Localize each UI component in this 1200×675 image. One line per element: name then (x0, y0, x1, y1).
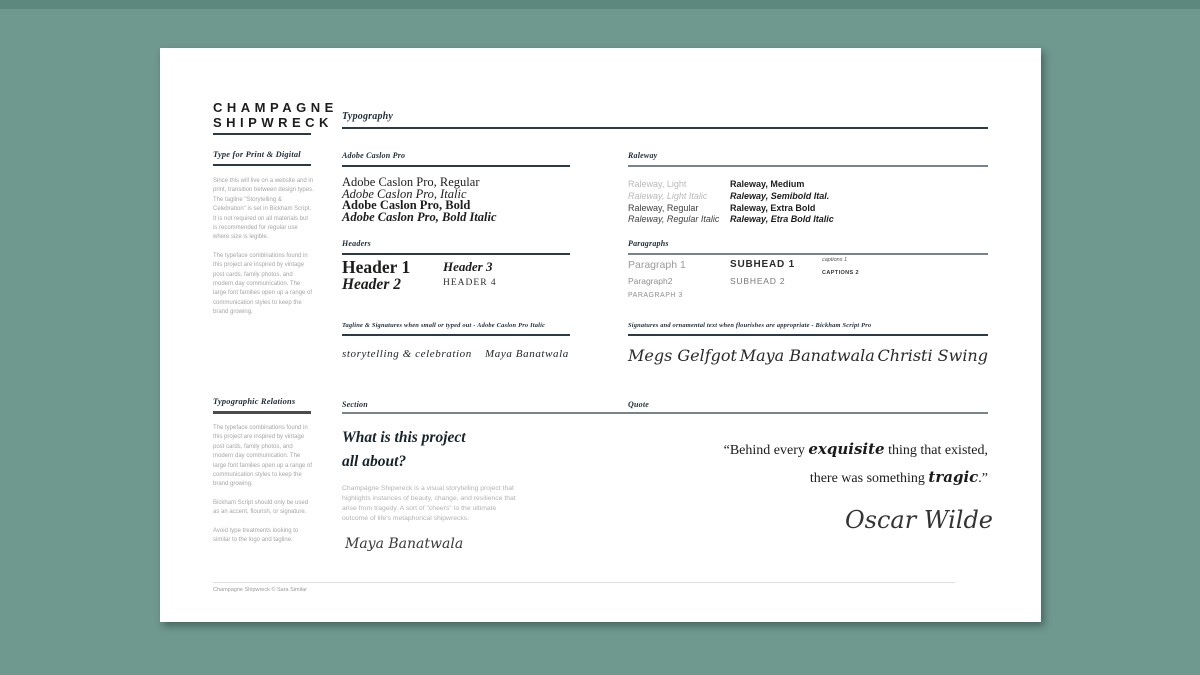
page-title: Typography (342, 111, 394, 122)
section-title-typographic-relations: Typographic Relations (213, 397, 296, 406)
logo: CHAMPAGNE SHIPWRECK (213, 100, 338, 130)
header2-sample: Header 2 (342, 276, 401, 293)
quote-attribution: Oscar Wilde (845, 506, 994, 534)
section-heading-line-2: all about? (342, 453, 407, 470)
section-heading: What is this project all about? (342, 426, 466, 474)
relations-para-2: Bickham Script should only be used as an… (213, 499, 309, 516)
caslon-specimen-bold-italic: Adobe Caslon Pro, Bold Italic (342, 210, 497, 225)
section-title-type-for-print-digital: Type for Print & Digital (213, 150, 301, 159)
logo-underline (213, 133, 311, 135)
caslon-rule (342, 165, 570, 167)
signature-megs-gelfgot: Megs Gelfgot (628, 346, 737, 365)
script-signatures-row: Megs Gelfgot Maya Banatwala Christi Swin… (628, 346, 988, 365)
paragraphs-rule (628, 253, 988, 255)
quote-line-2: there was something tragic.” (809, 468, 988, 486)
quote-word-tragic: tragic (928, 468, 979, 486)
footer-credit: Champagne Shipwreck © Sara Similar (213, 587, 307, 593)
signature-maya-banatwala: Maya Banatwala (739, 346, 875, 365)
section-title-paragraphs: Paragraphs (628, 239, 669, 248)
section-title-tagline-signatures: Tagline & Signatures when small or typed… (342, 322, 546, 329)
section-title-raleway: Raleway (628, 151, 658, 160)
raleway-specimen-regular: Raleway, Regular (628, 202, 699, 213)
captions1-sample: captions 1 (822, 257, 848, 263)
logo-line-2: SHIPWRECK (213, 115, 333, 130)
quote-line-1: “Behind every exquisite thing that exist… (723, 440, 988, 458)
header4-sample: HEADER 4 (443, 278, 497, 288)
captions2-sample: CAPTIONS 2 (822, 270, 860, 276)
section-title-adobe-caslon-pro: Adobe Caslon Pro (342, 151, 406, 160)
paragraph1-sample: Paragraph 1 (628, 259, 686, 271)
section-quote-rule (342, 412, 988, 414)
type-for-print-rule (213, 164, 311, 166)
section-label: Section (342, 400, 368, 409)
type-for-print-body: Since this will live on a website and in… (213, 177, 314, 318)
raleway-specimen-regular-italic: Raleway, Regular Italic (628, 214, 720, 225)
headers-rule (342, 253, 570, 255)
tagline-rule (342, 334, 570, 336)
raleway-specimen-semibold-italic: Raleway, Semibold Ital. (730, 190, 830, 201)
caslon-specimen-bold: Adobe Caslon Pro, Bold (342, 198, 471, 213)
tagline-sample: storytelling & celebration (342, 348, 472, 360)
raleway-specimen-light: Raleway, Light (628, 179, 687, 189)
raleway-rule (628, 165, 988, 167)
quote-label: Quote (628, 400, 649, 409)
caslon-specimen-italic: Adobe Caslon Pro, Italic (342, 186, 467, 201)
logo-line-1: CHAMPAGNE (213, 100, 338, 115)
signature-christi-swing: Christi Swing (877, 346, 988, 365)
caslon-specimen-regular: Adobe Caslon Pro, Regular (342, 175, 480, 189)
section-title-ornamental-signatures: Signatures and ornamental text when flou… (628, 322, 872, 329)
quote-block: “Behind every exquisite thing that exist… (628, 440, 988, 487)
paragraph2-sample: Paragraph2 (628, 276, 673, 286)
quote-word-exquisite: exquisite (808, 440, 885, 458)
typed-signature-sample: Maya Banatwala (485, 348, 569, 360)
header3-sample: Header 3 (443, 259, 493, 274)
raleway-specimens-col1: Raleway, Light Raleway, Light Italic Ral… (628, 179, 719, 226)
background-top-strip (0, 0, 1200, 9)
caslon-specimens: Adobe Caslon Pro, Regular Adobe Caslon P… (342, 175, 497, 225)
subhead1-sample: SUBHEAD 1 (730, 259, 795, 270)
brand-guide-page: CHAMPAGNE SHIPWRECK Typography Type for … (160, 48, 1041, 622)
type-for-print-para-2: The typeface combinations found in this … (213, 252, 313, 316)
header1-sample: Header 1 (342, 257, 411, 277)
relations-para-3: Avoid type treatments looking to similar… (213, 527, 299, 544)
type-for-print-para-1: Since this will live on a website and in… (213, 178, 314, 241)
typographic-relations-body: The typeface combinations found in this … (213, 424, 314, 545)
paragraph3-sample: PARAGRAPH 3 (628, 292, 683, 299)
raleway-specimens-col2: Raleway, Medium Raleway, Semibold Ital. … (730, 179, 834, 226)
section-title-headers: Headers (342, 239, 371, 248)
section-signature: Maya Banatwala (345, 536, 464, 552)
section-heading-line-1: What is this project (342, 429, 466, 446)
subhead2-sample: SUBHEAD 2 (730, 276, 786, 286)
page-title-rule (342, 127, 988, 129)
raleway-specimen-light-italic: Raleway, Light Italic (628, 190, 708, 201)
signatures-rule (628, 334, 988, 336)
raleway-specimen-extra-bold: Raleway, Extra Bold (730, 202, 816, 213)
typographic-relations-rule (213, 411, 311, 414)
relations-para-1: The typeface combinations found in this … (213, 425, 313, 488)
footer-rule (213, 582, 955, 583)
raleway-specimen-extra-bold-italic: Raleway, Etra Bold Italic (730, 214, 834, 225)
raleway-specimen-medium: Raleway, Medium (730, 179, 805, 189)
section-body: Champagne Shipwreck is a visual storytel… (342, 485, 516, 522)
